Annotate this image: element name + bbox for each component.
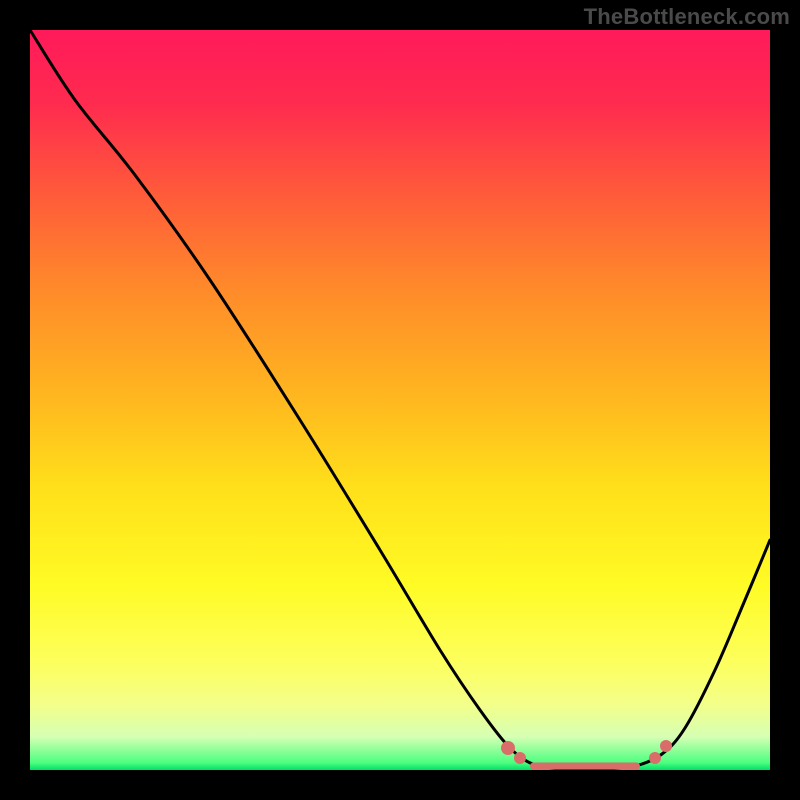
marker-point <box>649 752 661 764</box>
chart-svg <box>0 0 800 800</box>
plot-border-right <box>770 0 800 800</box>
marker-point <box>660 740 672 752</box>
plot-border-left <box>0 0 30 800</box>
bottleneck-chart: TheBottleneck.com <box>0 0 800 800</box>
marker-bar <box>530 763 640 770</box>
plot-border-bottom <box>0 770 800 800</box>
marker-point <box>501 741 515 755</box>
plot-background <box>30 30 770 770</box>
watermark-text: TheBottleneck.com <box>584 4 790 30</box>
marker-point <box>514 752 526 764</box>
